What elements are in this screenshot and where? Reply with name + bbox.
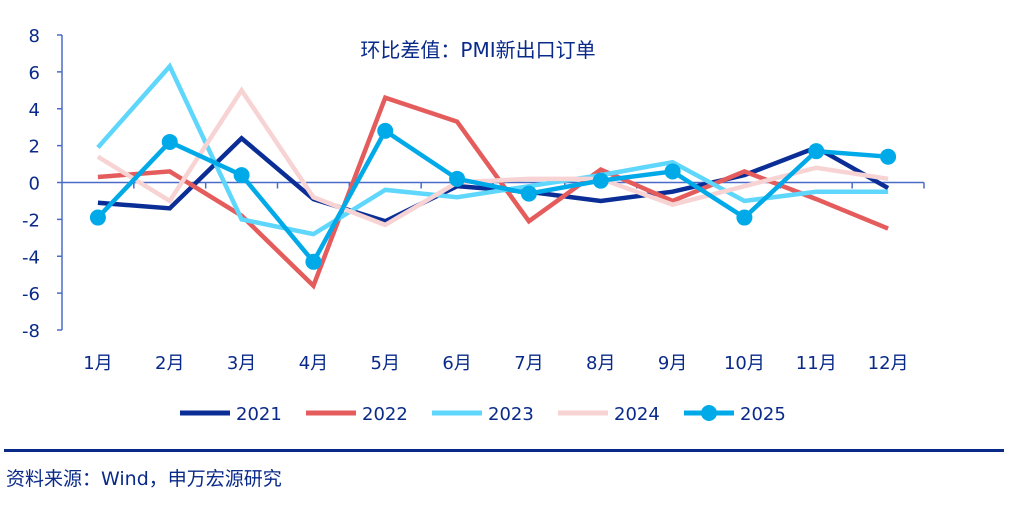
data-point-2025 (161, 133, 178, 150)
legend-label: 2023 (488, 404, 534, 425)
data-point-2025 (664, 163, 681, 180)
data-point-2025 (377, 122, 394, 139)
x-tick-label: 2月 (155, 353, 184, 374)
source-note: 资料来源：Wind，申万宏源研究 (6, 468, 282, 490)
chart-title: 环比差值：PMI新出口订单 (360, 38, 595, 62)
data-point-2025 (233, 167, 250, 184)
x-tick-label: 9月 (658, 353, 687, 374)
x-tick-label: 7月 (514, 353, 543, 374)
data-point-2025 (880, 148, 897, 165)
series-line-2022 (97, 94, 889, 290)
data-point-2025 (736, 209, 753, 226)
data-point-2025 (520, 185, 537, 202)
x-tick-label: 11月 (796, 353, 837, 374)
x-tick-label: 3月 (227, 353, 256, 374)
data-point-2025 (808, 143, 825, 160)
x-tick-label: 8月 (586, 353, 615, 374)
line-chart: 8 6 4 2 0 -2 -4 -6 -8 1月 2月 3月 4月 5月 6月 7月 8月 9月 10月 11月 12月… (22, 26, 925, 425)
data-point-2025 (592, 172, 609, 189)
legend-marker-2025 (701, 405, 717, 421)
legend-label: 2025 (740, 404, 786, 425)
divider (4, 449, 1004, 452)
y-tick-label: -2 (22, 210, 40, 231)
y-tick-label: -8 (22, 321, 40, 342)
x-tick-label: 1月 (83, 353, 112, 374)
y-tick-label: -4 (22, 247, 40, 268)
x-tick-label: 5月 (371, 353, 400, 374)
x-tick-label: 4月 (299, 353, 328, 374)
data-point-2025 (89, 209, 106, 226)
x-tick-label: 12月 (868, 353, 909, 374)
x-tick-label: 6月 (442, 353, 471, 374)
y-tick-label: 8 (29, 26, 40, 47)
y-tick-label: 0 (29, 174, 40, 195)
legend-label: 2022 (362, 404, 408, 425)
y-tick-label: 4 (29, 100, 40, 121)
y-tick-label: -6 (22, 284, 40, 305)
data-point-2025 (305, 253, 322, 270)
y-tick-label: 6 (29, 63, 40, 84)
data-point-2025 (449, 170, 466, 187)
series-line-2021 (97, 135, 890, 224)
series-line-2024 (96, 86, 889, 228)
x-tick-label: 10月 (724, 353, 765, 374)
series-line-2023 (96, 62, 889, 237)
y-tick-label: 2 (29, 137, 40, 158)
series-line-2025 (96, 127, 889, 266)
legend-label: 2021 (236, 404, 282, 425)
legend-label: 2024 (614, 404, 660, 425)
